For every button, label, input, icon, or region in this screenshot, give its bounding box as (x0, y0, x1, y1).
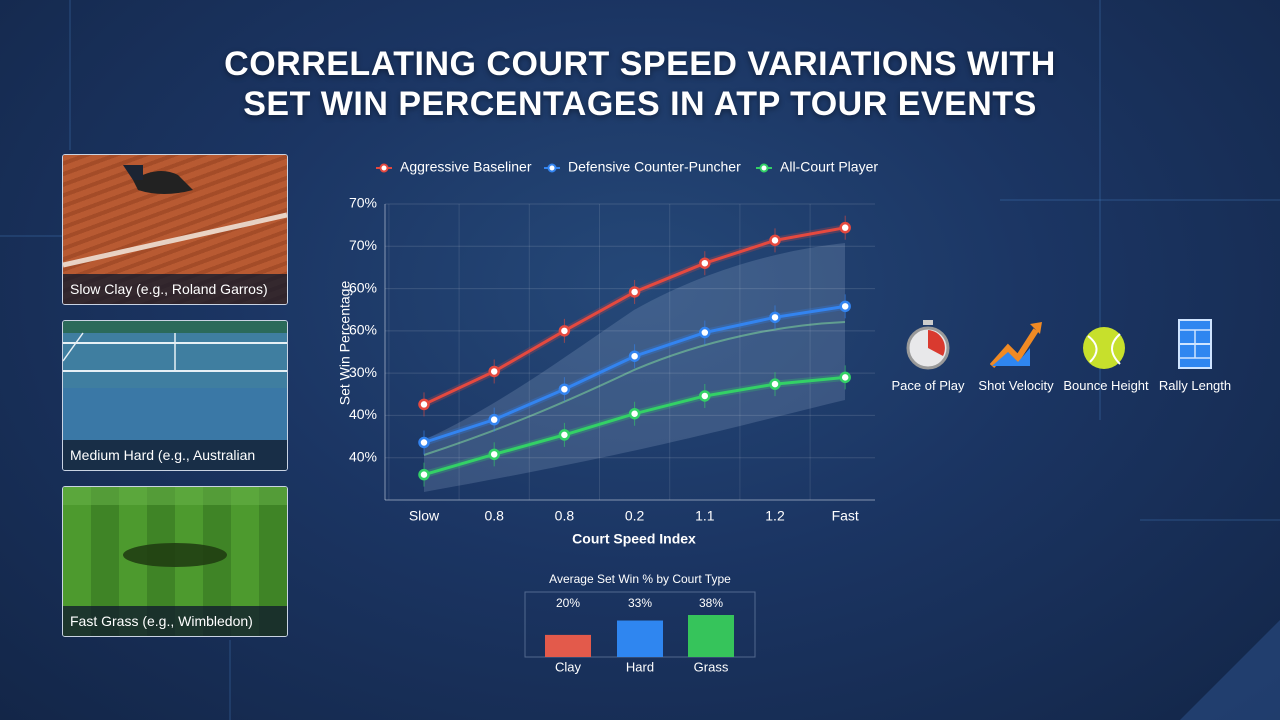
legend-dot (759, 163, 769, 173)
metric: Rally Length (1150, 318, 1240, 393)
data-point (418, 468, 430, 481)
card-caption: Medium Hard (e.g., Australian Open) (63, 440, 287, 470)
clay-detail (63, 165, 287, 268)
title-line: CORRELATING COURT SPEED VARIATIONS WITH (224, 45, 1056, 83)
legend-label: All-Court Player (780, 159, 878, 175)
x-tick-label: 0.8 (555, 508, 575, 524)
metric-label: Bounce Height (1063, 378, 1149, 393)
range-line (423, 321, 846, 456)
velocity-icon (990, 322, 1042, 368)
page-title: CORRELATING COURT SPEED VARIATIONS WITH … (0, 44, 1280, 124)
bar (545, 634, 591, 657)
legend-label: Aggressive Baseliner (400, 159, 532, 175)
data-point (418, 398, 430, 411)
data-point (839, 221, 851, 234)
x-tick-label: 1.2 (765, 508, 785, 524)
metric-label: Shot Velocity (978, 378, 1054, 393)
legend-label: Defensive Counter-Puncher (568, 159, 741, 175)
x-tick-label: 0.8 (484, 508, 504, 524)
x-tick-label: Slow (409, 508, 440, 524)
x-tick-label: 0.2 (625, 508, 645, 524)
data-point (628, 407, 641, 420)
metric: Bounce Height (1061, 318, 1151, 393)
y-tick-label: 30% (349, 364, 377, 380)
bar-value-label: 38% (699, 596, 723, 610)
court-icon (1178, 319, 1212, 369)
data-point (558, 429, 571, 441)
y-tick-label: 70% (349, 237, 377, 253)
legend-dot (379, 163, 389, 173)
card-caption: Slow Clay (e.g., Roland Garros) (63, 274, 287, 304)
y-axis-label: Set Win Percentage (337, 281, 353, 406)
data-point (558, 383, 571, 395)
metric-label: Rally Length (1158, 378, 1232, 393)
data-point (769, 311, 781, 324)
metric: Shot Velocity (971, 318, 1061, 393)
data-point (839, 300, 851, 313)
y-tick-label: 40% (349, 406, 377, 422)
data-point (558, 325, 571, 337)
data-point (628, 286, 641, 298)
bar-chart-title: Average Set Win % by Court Type (549, 572, 731, 586)
data-point (839, 371, 851, 384)
metric-label: Pace of Play (891, 378, 965, 393)
data-point (488, 448, 500, 461)
data-point (699, 390, 711, 402)
y-tick-label: 40% (349, 448, 377, 464)
grass-detail (63, 487, 287, 567)
bar (688, 615, 734, 657)
data-point (418, 436, 430, 449)
x-tick-label: 1.1 (695, 508, 715, 524)
card-caption: Fast Grass (e.g., Wimbledon) (63, 606, 287, 636)
title-line: SET WIN PERCENTAGES IN ATP TOUR EVENTS (243, 85, 1037, 123)
hard-detail (63, 332, 287, 372)
x-tick-label: Fast (832, 508, 859, 524)
y-tick-label: 70% (349, 195, 377, 211)
bar-category-label: Grass (694, 659, 729, 674)
data-point (699, 257, 711, 269)
data-point (488, 365, 500, 378)
ball-icon (1083, 327, 1125, 369)
court-card: Fast Grass (e.g., Wimbledon) (62, 486, 288, 637)
court-card: Slow Clay (e.g., Roland Garros) (62, 154, 288, 305)
y-tick-label: 60% (349, 279, 377, 295)
metric: Pace of Play (883, 318, 973, 393)
court-card: Medium Hard (e.g., Australian Open) (62, 320, 288, 471)
y-tick-label: 60% (349, 322, 377, 338)
legend-dot (547, 163, 557, 173)
bar-category-label: Clay (555, 659, 582, 674)
stopwatch-icon (906, 320, 950, 370)
data-point (769, 378, 781, 390)
x-axis-label: Court Speed Index (572, 531, 696, 547)
bar-value-label: 20% (556, 596, 580, 610)
data-point (628, 350, 641, 362)
data-point (699, 326, 711, 339)
bar-category-label: Hard (626, 659, 654, 674)
data-point (769, 234, 781, 247)
data-point (488, 413, 500, 426)
bar-value-label: 33% (628, 596, 652, 610)
bar (617, 620, 663, 657)
